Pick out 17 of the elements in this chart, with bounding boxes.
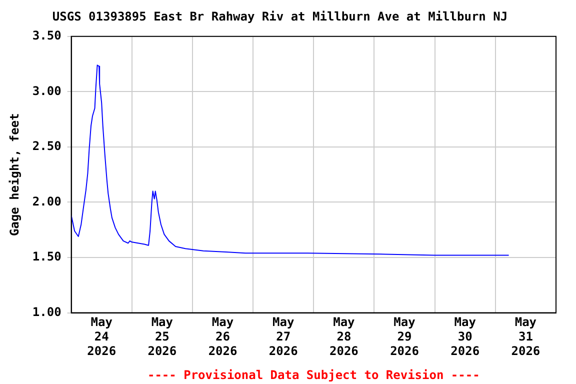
x-tick-label: May 28 2026 [329,315,358,358]
x-tick-label: May 29 2026 [390,315,419,358]
x-tick-label: May 25 2026 [148,315,177,358]
y-tick-label: 1.00 [32,304,62,319]
x-tick-label: May 26 2026 [208,315,238,358]
chart-title: USGS 01393895 East Br Rahway Riv at Millburn Ave at Millburn NJ [52,9,508,24]
x-tick-label: May 30 2026 [450,315,480,358]
y-tick-label: 2.00 [32,194,62,208]
x-tick-label: May 24 2026 [87,315,116,358]
y-tick-label: 2.50 [32,139,62,154]
text: ---- Provisional Data Subject to Revision ---- [147,368,480,382]
y-tick-label: 1.50 [32,250,62,264]
y-tick-label: 3.50 [32,28,62,43]
y-tick-label: 3.00 [32,84,62,98]
y-axis-title: Gage height, feet [7,113,22,236]
x-tick-label: May 27 2026 [268,315,298,358]
x-tick-label: May 31 2026 [511,315,540,358]
